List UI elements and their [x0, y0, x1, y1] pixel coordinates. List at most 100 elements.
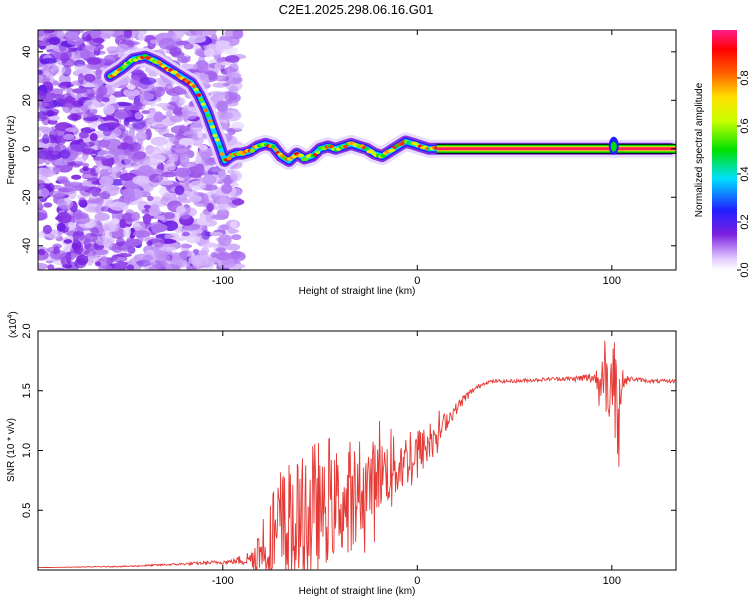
heatmap-cell — [169, 47, 182, 56]
heatmap-cell — [176, 56, 191, 63]
heatmap-cell — [169, 115, 183, 123]
bottom-x-ticks: -100 0 100 — [212, 331, 621, 587]
heatmap-cell — [82, 148, 96, 155]
heatmap-cell — [229, 187, 242, 198]
heatmap-cell — [38, 147, 49, 152]
top-y-tick-label: 0 — [21, 146, 33, 152]
heatmap-cell — [167, 163, 176, 171]
heatmap-cell — [57, 212, 68, 219]
ridge-point — [156, 60, 162, 64]
ridge-point — [380, 154, 386, 158]
heatmap-cell — [229, 220, 238, 229]
heatmap-cell — [109, 201, 128, 211]
colorbar: 0.0 0.2 0.4 0.6 0.8 Normalized spectral ampl… — [694, 30, 750, 278]
heatmap-cell — [167, 30, 175, 37]
heatmap-cell — [188, 195, 202, 203]
heatmap-cell — [150, 136, 168, 146]
heatmap-cell — [142, 215, 155, 220]
heatmap-cell — [62, 102, 73, 114]
heatmap-cell — [49, 88, 64, 96]
heatmap-cell — [149, 39, 159, 44]
heatmap-cell — [204, 43, 222, 56]
heatmap-cell — [82, 163, 90, 168]
top-y-tick-label: -40 — [21, 238, 33, 254]
heatmap-cell — [198, 249, 208, 256]
ridge-point — [249, 149, 255, 153]
heatmap-cell — [127, 141, 142, 152]
heatmap-cell — [57, 176, 69, 184]
heatmap-cell — [209, 231, 224, 237]
svg-text:(x104): (x104) — [7, 311, 19, 338]
heatmap-cell — [173, 236, 187, 242]
heatmap-cell — [123, 88, 141, 97]
heatmap-cell — [93, 249, 109, 256]
ridge-point — [273, 147, 279, 152]
heatmap-cell — [82, 166, 89, 172]
ridge-blip-core — [610, 141, 617, 152]
heatmap-cell — [93, 37, 105, 44]
heatmap-cell — [38, 69, 43, 76]
top-y-tick-label: 40 — [21, 46, 33, 58]
heatmap-cell — [231, 198, 245, 206]
ridge-point — [207, 119, 213, 123]
top-y-tick-label: 20 — [21, 94, 33, 106]
heatmap-cell — [95, 68, 103, 80]
heatmap-cell — [74, 156, 87, 165]
heatmap-cell — [150, 86, 166, 98]
heatmap-cell — [231, 121, 245, 131]
heatmap-cell — [76, 254, 89, 266]
top-x-tick-label: -100 — [212, 275, 234, 287]
heatmap-cell — [202, 174, 217, 185]
heatmap-cell — [141, 110, 150, 115]
heatmap-cell — [116, 43, 129, 53]
heatmap-cell — [148, 204, 160, 215]
heatmap-cell — [74, 64, 87, 71]
top-x-tick-label: 0 — [414, 275, 420, 287]
heatmap-cell — [205, 263, 215, 268]
heatmap-cell — [48, 116, 61, 121]
heatmap-cell — [86, 57, 102, 65]
heatmap-cell — [185, 235, 201, 244]
heatmap-cell — [66, 181, 82, 192]
heatmap-cell — [179, 212, 191, 220]
heatmap-cell — [202, 30, 217, 36]
heatmap-cell — [78, 197, 86, 205]
heatmap-cell — [72, 243, 79, 251]
heatmap-cell — [232, 30, 244, 40]
heatmap-cell — [216, 100, 229, 112]
heatmap-cell — [72, 88, 88, 94]
heatmap-cell — [217, 170, 227, 179]
colorbar-tick-label: 0.4 — [739, 166, 750, 181]
heatmap-cell — [123, 135, 134, 144]
ridge-point — [270, 144, 276, 149]
heatmap-cell — [132, 175, 151, 185]
ridge-point — [210, 125, 216, 129]
stable-band-core — [436, 147, 676, 151]
heatmap-cell — [122, 41, 140, 46]
heatmap-cell — [65, 261, 79, 270]
heatmap-cell — [202, 193, 209, 205]
heatmap-cell — [53, 127, 66, 139]
heatmap-cell — [224, 55, 240, 63]
heatmap-cell — [160, 171, 178, 178]
bottom-plot-frame — [37, 330, 677, 571]
heatmap-cell — [53, 267, 66, 270]
heatmap-cell — [195, 155, 202, 166]
heatmap-cell — [38, 131, 42, 138]
heatmap-cell — [188, 255, 203, 265]
ridge-point — [203, 108, 209, 113]
heatmap-cell — [174, 167, 192, 178]
heatmap-cell — [133, 230, 151, 238]
heatmap-cell — [190, 122, 204, 132]
bottom-y-ticks: 0.5 1.0 1.5 2.0 — [21, 323, 676, 518]
heatmap-cell — [133, 222, 141, 228]
heatmap-cell — [94, 212, 110, 222]
heatmap-cell — [176, 205, 186, 215]
ridge-point — [219, 152, 225, 156]
bottom-y-axis-label: SNR (10 * v/v) — [6, 418, 17, 482]
heatmap-cell — [185, 110, 198, 120]
ridge-point — [193, 87, 199, 92]
heatmap-cell — [222, 82, 231, 87]
heatmap-cell — [72, 214, 91, 225]
ridge-point — [205, 113, 211, 118]
